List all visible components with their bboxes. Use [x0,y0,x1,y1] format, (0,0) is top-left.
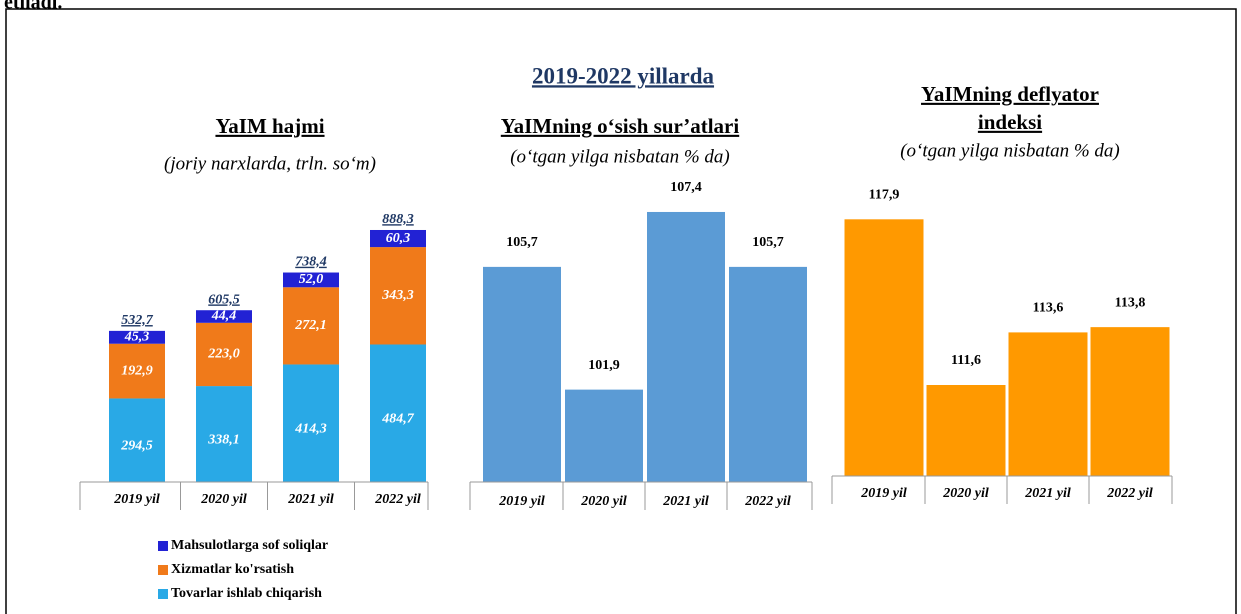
data-label: 117,9 [869,188,900,203]
bar [483,266,561,482]
frame [5,8,1237,614]
data-label: 107,4 [670,180,702,195]
x-tick-label: 2019 yil [113,492,160,507]
chart-title: YaIM hajmi [215,114,324,138]
data-label: 113,8 [1115,295,1146,310]
chart-title: YaIMning o‘sish sur’atlari [501,114,740,138]
chart-title: YaIMning deflyator [921,82,1099,106]
bar-segment [109,330,165,344]
x-tick-label: 2021 yil [1024,486,1071,501]
data-label: 101,9 [588,358,620,373]
data-label: 223,0 [207,347,240,362]
bar [1090,327,1170,476]
data-label: 105,7 [752,235,784,250]
data-label: 60,3 [386,231,411,246]
data-label: 338,1 [207,432,240,447]
x-tick-label: 2022 yil [374,492,421,507]
total-label: 532,7 [121,313,154,328]
bar [729,266,807,482]
main-title: 2019-2022 yillarda [532,63,715,88]
bar-segment [109,343,165,399]
x-tick-label: 2022 yil [1106,486,1153,501]
x-tick-label: 2019 yil [498,494,545,509]
bar-segment [196,310,252,323]
bar-segment [109,398,165,482]
x-tick-label: 2020 yil [200,492,247,507]
data-label: 414,3 [294,421,327,436]
data-label: 192,9 [121,363,153,378]
data-label: 484,7 [381,411,415,426]
x-tick-label: 2022 yil [744,494,791,509]
header-text: etiladi. [4,0,62,14]
data-label: 52,0 [299,272,324,287]
bar-segment [283,364,339,482]
bar-segment [283,287,339,365]
data-label: 294,5 [120,438,153,453]
total-label: 738,4 [295,255,327,270]
data-label: 113,6 [1033,301,1064,316]
legend-swatch [158,589,168,599]
bar [647,211,725,483]
total-label: 605,5 [208,292,240,307]
x-tick-label: 2019 yil [860,486,907,501]
chart-subtitle: (o‘tgan yilga nisbatan % da) [510,146,730,167]
chart-subtitle: (o‘tgan yilga nisbatan % da) [900,140,1120,161]
total-label: 888,3 [382,212,414,227]
legend-label: Mahsulotlarga sof soliqlar [171,538,328,553]
data-label: 105,7 [506,235,538,250]
chart-title: indeksi [978,110,1042,134]
legend-swatch [158,541,168,551]
x-tick-label: 2020 yil [942,486,989,501]
x-tick-label: 2020 yil [580,494,627,509]
bar-segment [370,229,426,248]
bar-segment [370,344,426,482]
x-tick-label: 2021 yil [287,492,334,507]
data-label: 343,3 [381,288,414,303]
bar-segment [196,386,252,482]
data-label: 111,6 [951,353,981,368]
bar [844,219,924,476]
bar [565,389,643,482]
bar-segment [196,322,252,387]
chart-subtitle: (joriy narxlarda, trln. so‘m) [164,153,376,174]
data-label: 44,4 [211,309,237,324]
legend-label: Xizmatlar ko'rsatish [171,562,294,577]
x-tick-label: 2021 yil [662,494,709,509]
bar [1008,332,1088,476]
bar-segment [283,272,339,288]
data-label: 45,3 [124,330,150,345]
bar [926,385,1006,476]
data-label: 272,1 [294,318,327,333]
legend-swatch [158,565,168,575]
legend-label: Tovarlar ishlab chiqarish [171,586,322,601]
bar-segment [370,247,426,345]
